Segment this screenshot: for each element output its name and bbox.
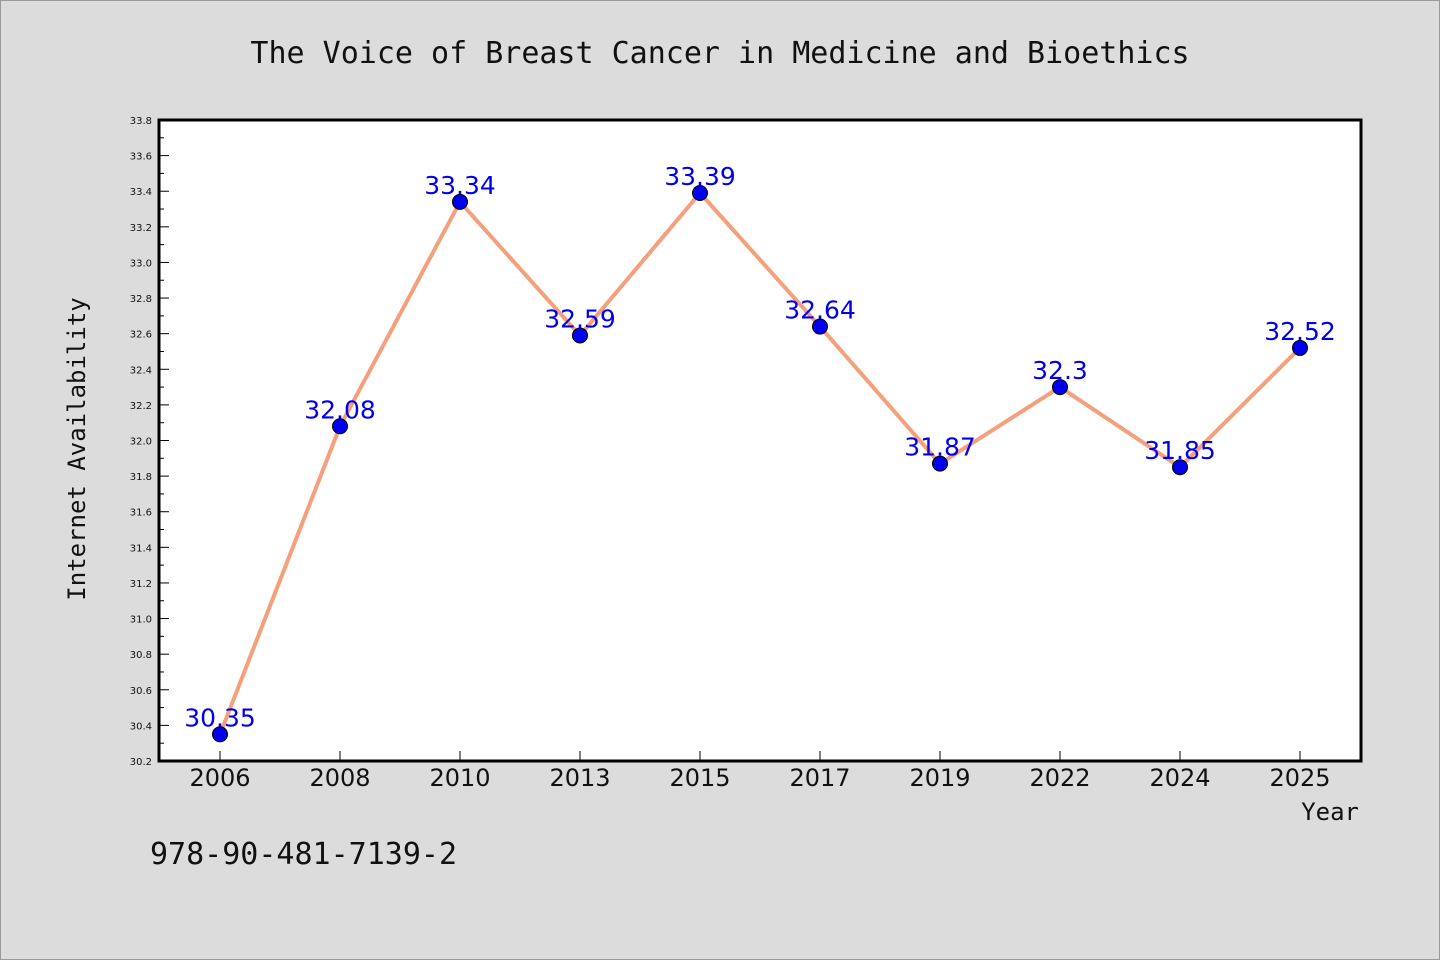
data-point-marker <box>932 455 948 472</box>
x-tick-label: 2017 <box>789 764 850 792</box>
y-tick-label: 31.8 <box>130 472 152 483</box>
y-tick-label: 30.8 <box>130 650 152 661</box>
plot-border <box>157 118 1363 763</box>
x-axis: 2006 2008 2010 2013 2015 2017 2019 2022 2024 2025 <box>189 751 1331 792</box>
x-tick-label: 2025 <box>1269 764 1330 792</box>
data-label: 31.87 <box>904 433 976 462</box>
y-tick-label: 32.2 <box>130 401 152 412</box>
x-tick-label: 2010 <box>429 764 490 792</box>
data-label: 32.59 <box>544 304 616 333</box>
y-tick-label: 32.0 <box>130 437 152 448</box>
y-tick-label: 31.6 <box>130 508 152 519</box>
y-tick-label: 33.4 <box>130 187 152 198</box>
data-label: 32.08 <box>304 395 376 424</box>
x-tick-label: 2024 <box>1149 764 1210 792</box>
y-tick-label: 30.4 <box>130 721 152 732</box>
data-label: 32.3 <box>1032 356 1088 385</box>
y-tick-label: 33.8 <box>130 116 152 127</box>
plot-area <box>159 120 1361 761</box>
chart-title: The Voice of Breast Cancer in Medicine a… <box>250 36 1189 71</box>
x-axis-title: Year <box>1301 798 1359 826</box>
y-tick-label: 31.2 <box>130 579 152 590</box>
y-tick-label: 31.4 <box>130 543 152 554</box>
x-tick-label: 2006 <box>189 764 250 792</box>
data-label: 32.64 <box>784 296 856 325</box>
data-label: 30.35 <box>184 703 256 732</box>
x-tick-label: 2019 <box>909 764 970 792</box>
data-point-marker <box>572 327 588 344</box>
data-label: 33.39 <box>664 162 736 191</box>
data-point-marker <box>332 418 348 435</box>
y-tick-label: 30.2 <box>130 757 152 768</box>
data-point-marker <box>812 318 828 335</box>
y-tick-label: 32.6 <box>130 330 152 341</box>
data-point-marker <box>1172 459 1188 476</box>
data-point-marker <box>1052 379 1068 396</box>
series-layer: 30.35 32.08 33.34 32.59 33.39 32.64 31.87 32.3 3… <box>184 162 1336 743</box>
y-axis: 30.2 30.4 30.6 30.8 31.0 31.2 31.4 31.6 31.8 32.0… <box>130 116 169 768</box>
series-line <box>218 191 1302 737</box>
y-tick-label: 33.2 <box>130 223 152 234</box>
data-label: 31.85 <box>1144 436 1216 465</box>
isbn-footer: 978-90-481-7139-2 <box>150 837 457 872</box>
x-tick-label: 2008 <box>309 764 370 792</box>
data-label: 32.52 <box>1264 317 1336 346</box>
data-point-marker <box>212 726 228 743</box>
y-axis-title: Internet Availability <box>63 297 91 600</box>
data-label: 33.34 <box>424 171 496 200</box>
data-point-marker <box>692 185 708 202</box>
y-tick-label: 32.8 <box>130 294 152 305</box>
y-tick-label: 31.0 <box>130 615 152 626</box>
y-tick-label: 32.4 <box>130 365 152 376</box>
x-tick-label: 2015 <box>669 764 730 792</box>
y-tick-label: 33.6 <box>130 152 152 163</box>
x-tick-label: 2022 <box>1029 764 1090 792</box>
x-tick-label: 2013 <box>549 764 610 792</box>
y-tick-label: 33.0 <box>130 258 152 269</box>
y-tick-label: 30.6 <box>130 686 152 697</box>
data-point-marker <box>452 193 468 210</box>
data-point-marker <box>1292 339 1308 356</box>
